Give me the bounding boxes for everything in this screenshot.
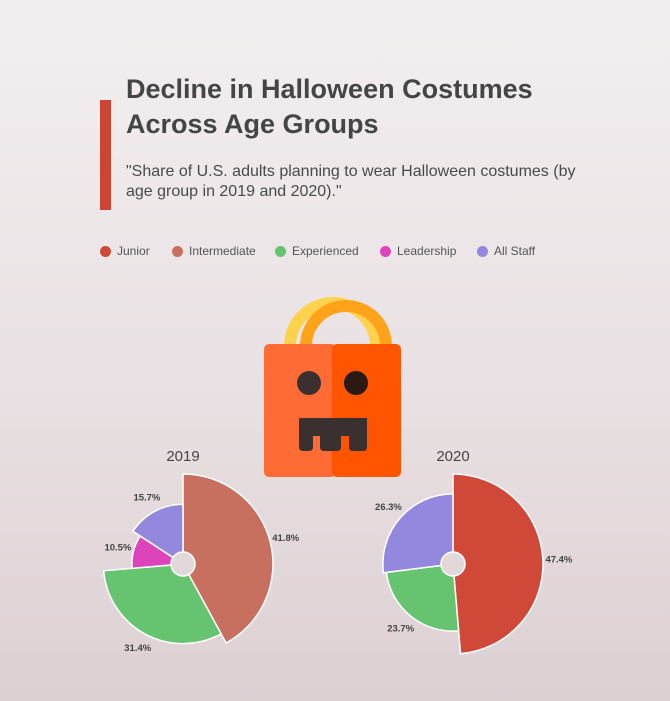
legend-swatch <box>477 246 488 257</box>
legend-swatch <box>100 246 111 257</box>
legend-item-intermediate[interactable]: Intermediate <box>172 244 256 258</box>
pie-title-2019: 2019 <box>166 448 199 465</box>
legend-item-experienced[interactable]: Experienced <box>275 244 359 258</box>
pie-chart-2019: 2019 41.8% 31.4% 10.5% 15.7% <box>102 448 300 654</box>
pie-title-2020: 2020 <box>436 448 469 465</box>
legend-label: All Staff <box>494 244 536 258</box>
data-label-2019-all-staff: 15.7% <box>133 492 160 503</box>
legend-label: Leadership <box>397 244 457 258</box>
title-accent-bar <box>100 100 111 210</box>
pie-slice-2020-experienced[interactable] <box>385 564 460 632</box>
legend-label: Experienced <box>292 244 359 258</box>
legend-item-junior[interactable]: Junior <box>100 244 150 258</box>
pie-slice-2019-experienced[interactable] <box>102 564 223 645</box>
legend-label: Junior <box>117 244 150 258</box>
chart-subtitle: "Share of U.S. adults planning to wear H… <box>126 163 576 200</box>
data-label-2019-intermediate: 41.8% <box>272 533 299 544</box>
pie-slice-2020-junior[interactable] <box>452 473 544 655</box>
chart-title: Decline in Halloween Costumes Across Age… <box>126 74 533 139</box>
legend-swatch <box>275 246 286 257</box>
data-label-2020-junior: 47.4% <box>545 555 572 566</box>
legend-label: Intermediate <box>189 244 256 258</box>
legend-swatch <box>172 246 183 257</box>
pie-slice-2019-intermediate[interactable] <box>182 473 274 645</box>
pie-chart-2020: 2020 47.4% 23.7% 26.3% <box>375 448 573 655</box>
legend-item-all-staff[interactable]: All Staff <box>477 244 535 258</box>
halloween-bag-icon <box>264 297 401 477</box>
data-label-2020-all-staff: 26.3% <box>375 502 402 513</box>
legend-item-leadership[interactable]: Leadership <box>380 244 456 258</box>
legend-swatch <box>380 246 391 257</box>
pie-slice-2020-all-staff[interactable] <box>382 493 454 574</box>
pie-slice-2019-all-staff[interactable] <box>131 503 184 559</box>
data-label-2019-leadership: 10.5% <box>104 543 131 554</box>
data-label-2019-experienced: 31.4% <box>124 643 151 654</box>
data-label-2020-experienced: 23.7% <box>387 624 414 635</box>
